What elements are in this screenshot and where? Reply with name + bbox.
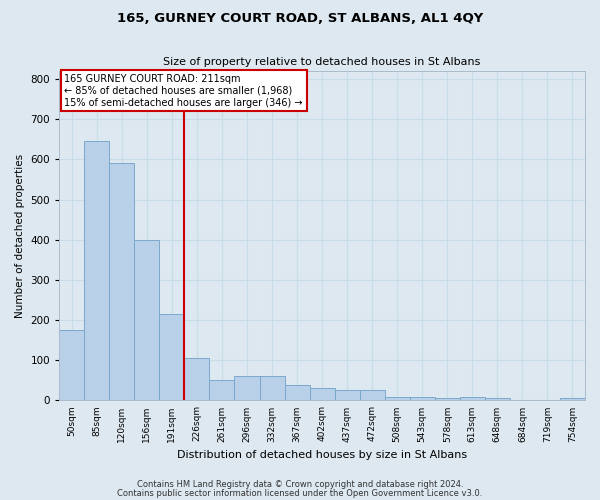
Bar <box>134 240 160 400</box>
Bar <box>59 330 84 400</box>
Text: Contains public sector information licensed under the Open Government Licence v3: Contains public sector information licen… <box>118 488 482 498</box>
Bar <box>359 390 385 400</box>
Bar <box>435 398 460 400</box>
Title: Size of property relative to detached houses in St Albans: Size of property relative to detached ho… <box>163 58 481 68</box>
Bar <box>460 397 485 400</box>
Bar <box>84 142 109 400</box>
Bar <box>209 380 235 400</box>
Y-axis label: Number of detached properties: Number of detached properties <box>15 154 25 318</box>
Bar <box>310 388 335 400</box>
Bar <box>284 385 310 400</box>
Bar <box>385 397 410 400</box>
Text: Contains HM Land Registry data © Crown copyright and database right 2024.: Contains HM Land Registry data © Crown c… <box>137 480 463 489</box>
Text: 165, GURNEY COURT ROAD, ST ALBANS, AL1 4QY: 165, GURNEY COURT ROAD, ST ALBANS, AL1 4… <box>117 12 483 26</box>
Bar <box>109 164 134 400</box>
Text: 165 GURNEY COURT ROAD: 211sqm
← 85% of detached houses are smaller (1,968)
15% o: 165 GURNEY COURT ROAD: 211sqm ← 85% of d… <box>64 74 303 108</box>
Bar <box>184 358 209 401</box>
X-axis label: Distribution of detached houses by size in St Albans: Distribution of detached houses by size … <box>177 450 467 460</box>
Bar <box>160 314 184 400</box>
Bar <box>410 397 435 400</box>
Bar <box>260 376 284 400</box>
Bar <box>235 376 260 400</box>
Bar <box>560 398 585 400</box>
Bar <box>485 398 510 400</box>
Bar <box>335 390 359 400</box>
